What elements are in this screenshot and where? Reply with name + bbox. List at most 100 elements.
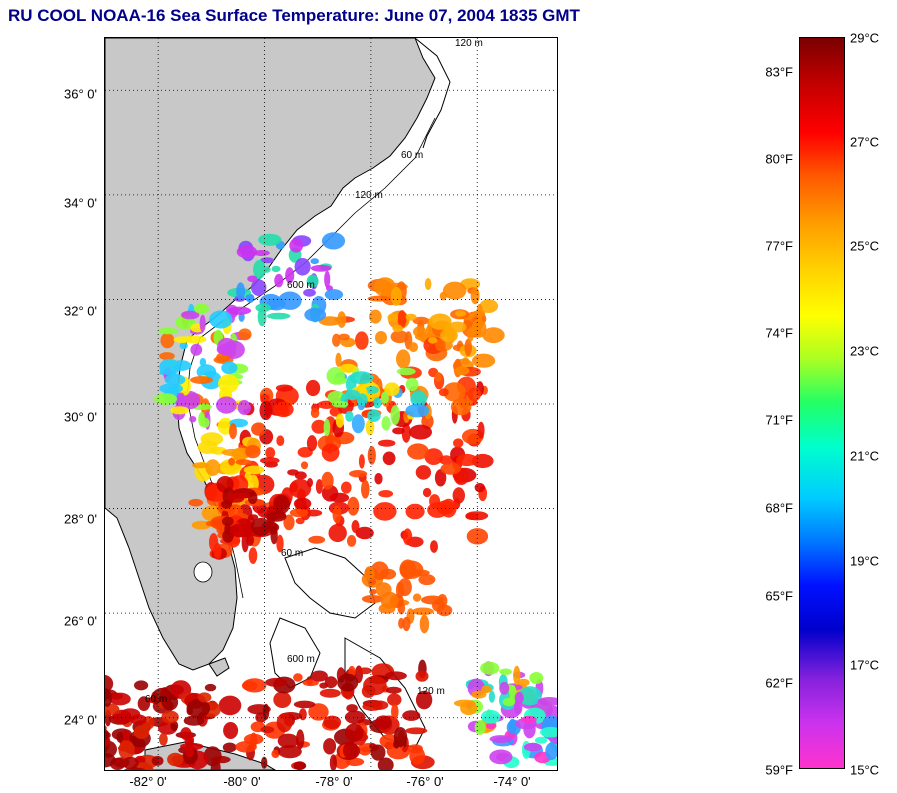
sst-pixel-patch bbox=[521, 715, 537, 724]
sst-pixel-patch bbox=[222, 742, 237, 753]
land-florida-keys bbox=[208, 657, 230, 677]
sst-pixel-patch bbox=[488, 690, 495, 703]
sst-pixel-patch bbox=[422, 487, 432, 498]
sst-pixel-patch bbox=[518, 686, 542, 706]
sst-pixel-patch bbox=[367, 295, 390, 302]
sst-pixel-patch bbox=[188, 498, 204, 507]
sst-pixel-patch bbox=[245, 444, 261, 459]
sst-pixel-patch bbox=[377, 757, 394, 770]
sst-pixel-patch bbox=[228, 492, 251, 499]
sst-pixel-patch bbox=[186, 698, 211, 718]
sst-pixel-patch bbox=[183, 715, 205, 726]
sst-pixel-patch bbox=[262, 266, 271, 273]
sst-pixel-patch bbox=[304, 307, 327, 322]
sst-pixel-patch bbox=[221, 448, 244, 457]
sst-pixel-patch bbox=[310, 258, 319, 265]
sst-pixel-patch bbox=[267, 312, 291, 320]
sst-pixel-patch bbox=[124, 767, 146, 770]
sst-pixel-patch bbox=[545, 742, 557, 760]
sst-pixel-patch bbox=[523, 742, 542, 752]
sst-pixel-patch bbox=[534, 736, 548, 744]
sst-pixel-patch bbox=[346, 535, 357, 547]
sst-pixel-patch bbox=[310, 264, 332, 272]
sst-pixel-patch bbox=[396, 349, 411, 369]
sst-pixel-patch bbox=[401, 423, 411, 443]
sst-pixel-patch bbox=[387, 693, 402, 706]
sst-pixel-patch bbox=[181, 310, 200, 320]
sst-pixel-patch bbox=[399, 559, 417, 580]
sst-pixel-patch bbox=[453, 438, 464, 448]
sst-pixel-patch bbox=[243, 465, 265, 475]
sst-pixel-patch bbox=[306, 379, 321, 397]
sst-pixel-patch bbox=[351, 520, 360, 533]
sst-pixel-patch bbox=[472, 353, 496, 368]
sst-pixel-patch bbox=[419, 614, 430, 634]
sst-pixel-patch bbox=[397, 601, 406, 615]
sst-pixel-patch bbox=[378, 490, 394, 498]
sst-pixel-patch bbox=[319, 688, 341, 698]
sst-pixel-patch bbox=[358, 454, 365, 469]
sst-pixel-patch bbox=[260, 726, 275, 734]
sst-pixel-patch bbox=[236, 282, 246, 300]
sst-pixel-patch bbox=[105, 674, 114, 693]
sst-pixel-patch bbox=[460, 701, 478, 716]
lat-label: 28° 0' bbox=[64, 511, 97, 527]
sst-pixel-patch bbox=[229, 423, 237, 440]
sst-pixel-patch bbox=[296, 729, 305, 750]
sst-pixel-patch bbox=[415, 465, 432, 480]
colorbar-c-label: 15°C bbox=[850, 762, 880, 778]
lat-label: 36° 0' bbox=[64, 86, 97, 102]
sst-pixel-patch bbox=[200, 432, 224, 446]
sst-pixel-patch bbox=[332, 376, 347, 385]
sst-pixel-patch bbox=[105, 752, 116, 768]
sst-pixel-patch bbox=[450, 398, 472, 416]
sst-pixel-patch bbox=[397, 310, 407, 328]
sst-pixel-patch bbox=[355, 526, 374, 540]
sst-pixel-patch bbox=[289, 238, 304, 253]
sst-pixel-patch bbox=[355, 331, 369, 350]
sst-data-layer bbox=[105, 232, 557, 770]
sst-pixel-patch bbox=[248, 547, 258, 564]
sst-pixel-patch bbox=[217, 337, 236, 356]
sst-pixel-patch bbox=[430, 540, 438, 553]
lat-label: 34° 0' bbox=[64, 195, 97, 211]
sst-pixel-patch bbox=[408, 342, 419, 353]
sst-pixel-patch bbox=[213, 543, 222, 559]
sst-pixel-patch bbox=[337, 673, 359, 692]
sst-pixel-patch bbox=[287, 469, 299, 476]
sst-pixel-patch bbox=[375, 715, 392, 730]
sst-pixel-patch bbox=[118, 740, 135, 760]
sst-pixel-patch bbox=[481, 709, 501, 724]
sst-pixel-patch bbox=[216, 396, 237, 414]
sst-pixel-patch bbox=[347, 496, 360, 516]
sst-pixel-patch bbox=[380, 591, 399, 609]
lat-label: 26° 0' bbox=[64, 613, 97, 629]
sst-pixel-patch bbox=[218, 695, 242, 716]
colorbar-f-label: 71°F bbox=[765, 412, 793, 428]
sst-pixel-patch bbox=[222, 516, 234, 527]
sst-pixel-patch bbox=[390, 286, 402, 306]
contour-label: 60 m bbox=[281, 548, 303, 559]
sst-pixel-patch bbox=[499, 668, 512, 675]
sst-pixel-patch bbox=[467, 327, 474, 342]
sst-pixel-patch bbox=[345, 410, 354, 422]
sst-pixel-patch bbox=[424, 278, 432, 290]
sst-pixel-patch bbox=[481, 685, 492, 694]
sst-pixel-patch bbox=[397, 578, 412, 597]
sst-pixel-patch bbox=[380, 391, 389, 404]
sst-pixel-patch bbox=[192, 462, 209, 469]
sst-pixel-patch bbox=[278, 291, 302, 310]
sst-pixel-patch bbox=[331, 401, 349, 408]
sst-pixel-patch bbox=[470, 287, 480, 305]
sst-pixel-patch bbox=[157, 327, 179, 335]
sst-pixel-patch bbox=[409, 746, 426, 765]
sst-pixel-patch bbox=[258, 233, 282, 246]
sst-pixel-patch bbox=[243, 733, 264, 745]
contour-label: 600 m bbox=[287, 280, 315, 291]
sst-pixel-patch bbox=[306, 274, 319, 288]
lon-label: -80° 0' bbox=[223, 774, 261, 789]
sst-pixel-patch bbox=[310, 407, 320, 419]
sst-pixel-patch bbox=[271, 265, 281, 273]
sst-pixel-patch bbox=[364, 566, 375, 581]
sst-pixel-patch bbox=[448, 321, 467, 333]
